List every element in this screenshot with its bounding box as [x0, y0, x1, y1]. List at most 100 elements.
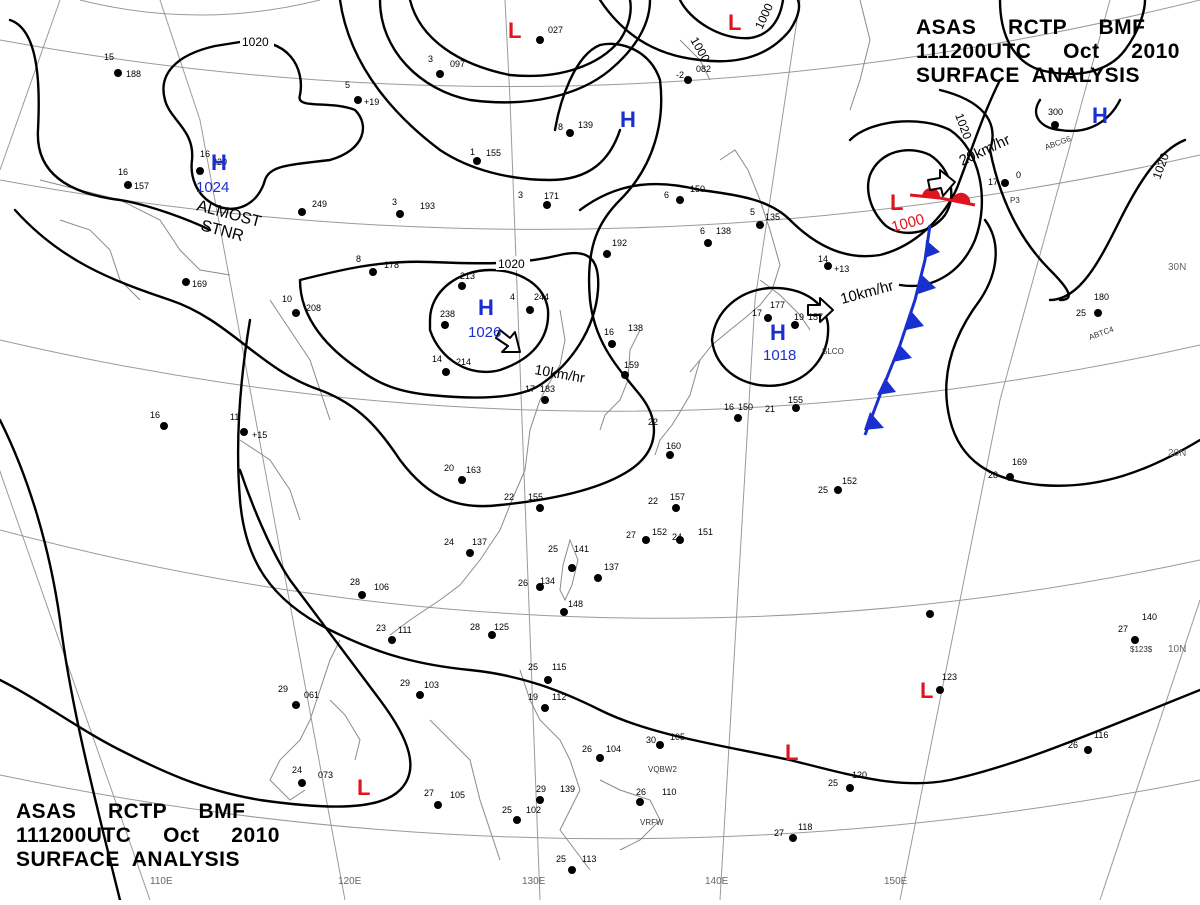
station-temp: 6 — [664, 190, 669, 200]
station-temp: 17 — [988, 177, 998, 187]
station-marker — [396, 210, 404, 218]
high-pressure-symbol: H — [620, 107, 636, 132]
cold-front-triangle — [893, 345, 912, 362]
station-pressure: 193 — [420, 201, 435, 211]
station-marker — [473, 157, 481, 165]
station-id: P3 — [1010, 196, 1020, 205]
station-pressure: 106 — [374, 582, 389, 592]
station-temp: 26 — [636, 787, 646, 797]
station-marker — [792, 404, 800, 412]
station-marker — [513, 816, 521, 824]
station-temp: 11 — [230, 412, 239, 422]
cold-front — [863, 224, 940, 436]
station-marker — [160, 422, 168, 430]
high-pressure-symbol: H — [211, 150, 227, 175]
station-temp: 22 — [648, 496, 658, 506]
station-marker — [560, 608, 568, 616]
station-pressure: 213 — [460, 271, 475, 281]
latitude-label: 20N — [1168, 448, 1186, 459]
station-temp: 26 — [518, 578, 528, 588]
station-pressure: 113 — [582, 854, 596, 864]
title-product-line: ASAS RCTP BMF — [16, 800, 246, 823]
coastlines — [39, 0, 871, 871]
station-marker — [458, 476, 466, 484]
station-marker — [441, 321, 449, 329]
station-marker — [734, 414, 742, 422]
station-pressure: 118 — [798, 822, 812, 832]
station-temp: 25 — [548, 544, 558, 554]
latitude-lines — [0, 0, 1200, 840]
motion-arrows — [495, 169, 956, 353]
station-temp: 28 — [350, 577, 360, 587]
station-marker — [196, 167, 204, 175]
station-pressure: 082 — [696, 64, 711, 74]
warm-front — [909, 187, 976, 207]
station-pressure: 157 — [808, 312, 823, 322]
motion-arrow-icon — [495, 329, 521, 353]
station-pressure: 139 — [560, 784, 575, 794]
low-pressure-symbol: L — [890, 190, 903, 215]
station-temp: 8 — [558, 122, 563, 132]
motion-speed-label: 10km/hr — [533, 361, 586, 386]
station-temp: 19 — [528, 692, 538, 702]
station-temp: 16 — [604, 327, 614, 337]
station-marker — [756, 221, 764, 229]
station-marker — [434, 801, 442, 809]
station-temp: 10 — [282, 294, 292, 304]
station-temp: 24 — [292, 765, 302, 775]
station-marker — [936, 686, 944, 694]
station-pressure: 141 — [574, 544, 589, 554]
station-marker — [541, 396, 549, 404]
cold-front-triangle — [925, 240, 940, 258]
station-pressure: 140 — [1142, 612, 1157, 622]
station-pressure: 125 — [494, 622, 509, 632]
station-temp: 26 — [1068, 740, 1078, 750]
station-pressure: 148 — [568, 599, 583, 609]
isobar-label: 1020 — [952, 111, 974, 141]
station-pressure: 138 — [716, 226, 731, 236]
chart-title-bottom: ASAS RCTP BMF 111200UTC Oct 2010 SURFACE… — [16, 800, 280, 872]
high-pressure-value: 1018 — [763, 347, 796, 364]
station-temp: 29 — [278, 684, 288, 694]
title-analysis-line: SURFACE ANALYSIS — [16, 848, 240, 871]
station-marker — [568, 866, 576, 874]
title-analysis-line: SURFACE ANALYSIS — [916, 64, 1140, 87]
chart-title-top: ASAS RCTP BMF 111200UTC Oct 2010 SURFACE… — [916, 16, 1180, 88]
cold-front-triangle — [918, 275, 936, 294]
warm-front-semicircle — [922, 187, 941, 198]
station-pressure: 151 — [698, 527, 713, 537]
station-temp: 5 — [750, 207, 755, 217]
station-temp: 16 — [724, 402, 734, 412]
station-marker — [621, 371, 629, 379]
station-marker — [656, 741, 664, 749]
cold-front-triangle — [906, 312, 924, 330]
station-temp: 22 — [504, 492, 514, 502]
station-marker — [676, 536, 684, 544]
station-marker — [298, 779, 306, 787]
cold-front-triangle — [864, 412, 884, 430]
station-temp: 16 — [150, 410, 160, 420]
low-pressure-symbol: L — [728, 10, 741, 35]
station-marker — [594, 574, 602, 582]
latitude-label: 10N — [1168, 644, 1186, 655]
station-id: VQBW2 — [648, 765, 677, 774]
low-pressure-symbol: L — [357, 775, 370, 800]
station-temp: 3 — [518, 190, 523, 200]
station-temp: 1 — [470, 147, 475, 157]
station-temp: 21 — [765, 404, 775, 414]
latitude-label: 30N — [1168, 262, 1186, 273]
station-plots: 15 188 16 157 16 220 5 +19 3 097 027 -2 … — [104, 25, 1157, 864]
station-pressure: 105 — [450, 790, 465, 800]
station-pressure: 135 — [765, 212, 780, 222]
station-pressure: 112 — [552, 692, 566, 702]
station-marker — [672, 504, 680, 512]
station-temp: 24 — [672, 532, 682, 542]
station-temp: 27 — [626, 530, 636, 540]
station-marker — [824, 262, 832, 270]
low-pressure-symbol: L — [508, 18, 521, 43]
station-marker — [536, 796, 544, 804]
title-product-line: ASAS RCTP BMF — [916, 16, 1146, 39]
